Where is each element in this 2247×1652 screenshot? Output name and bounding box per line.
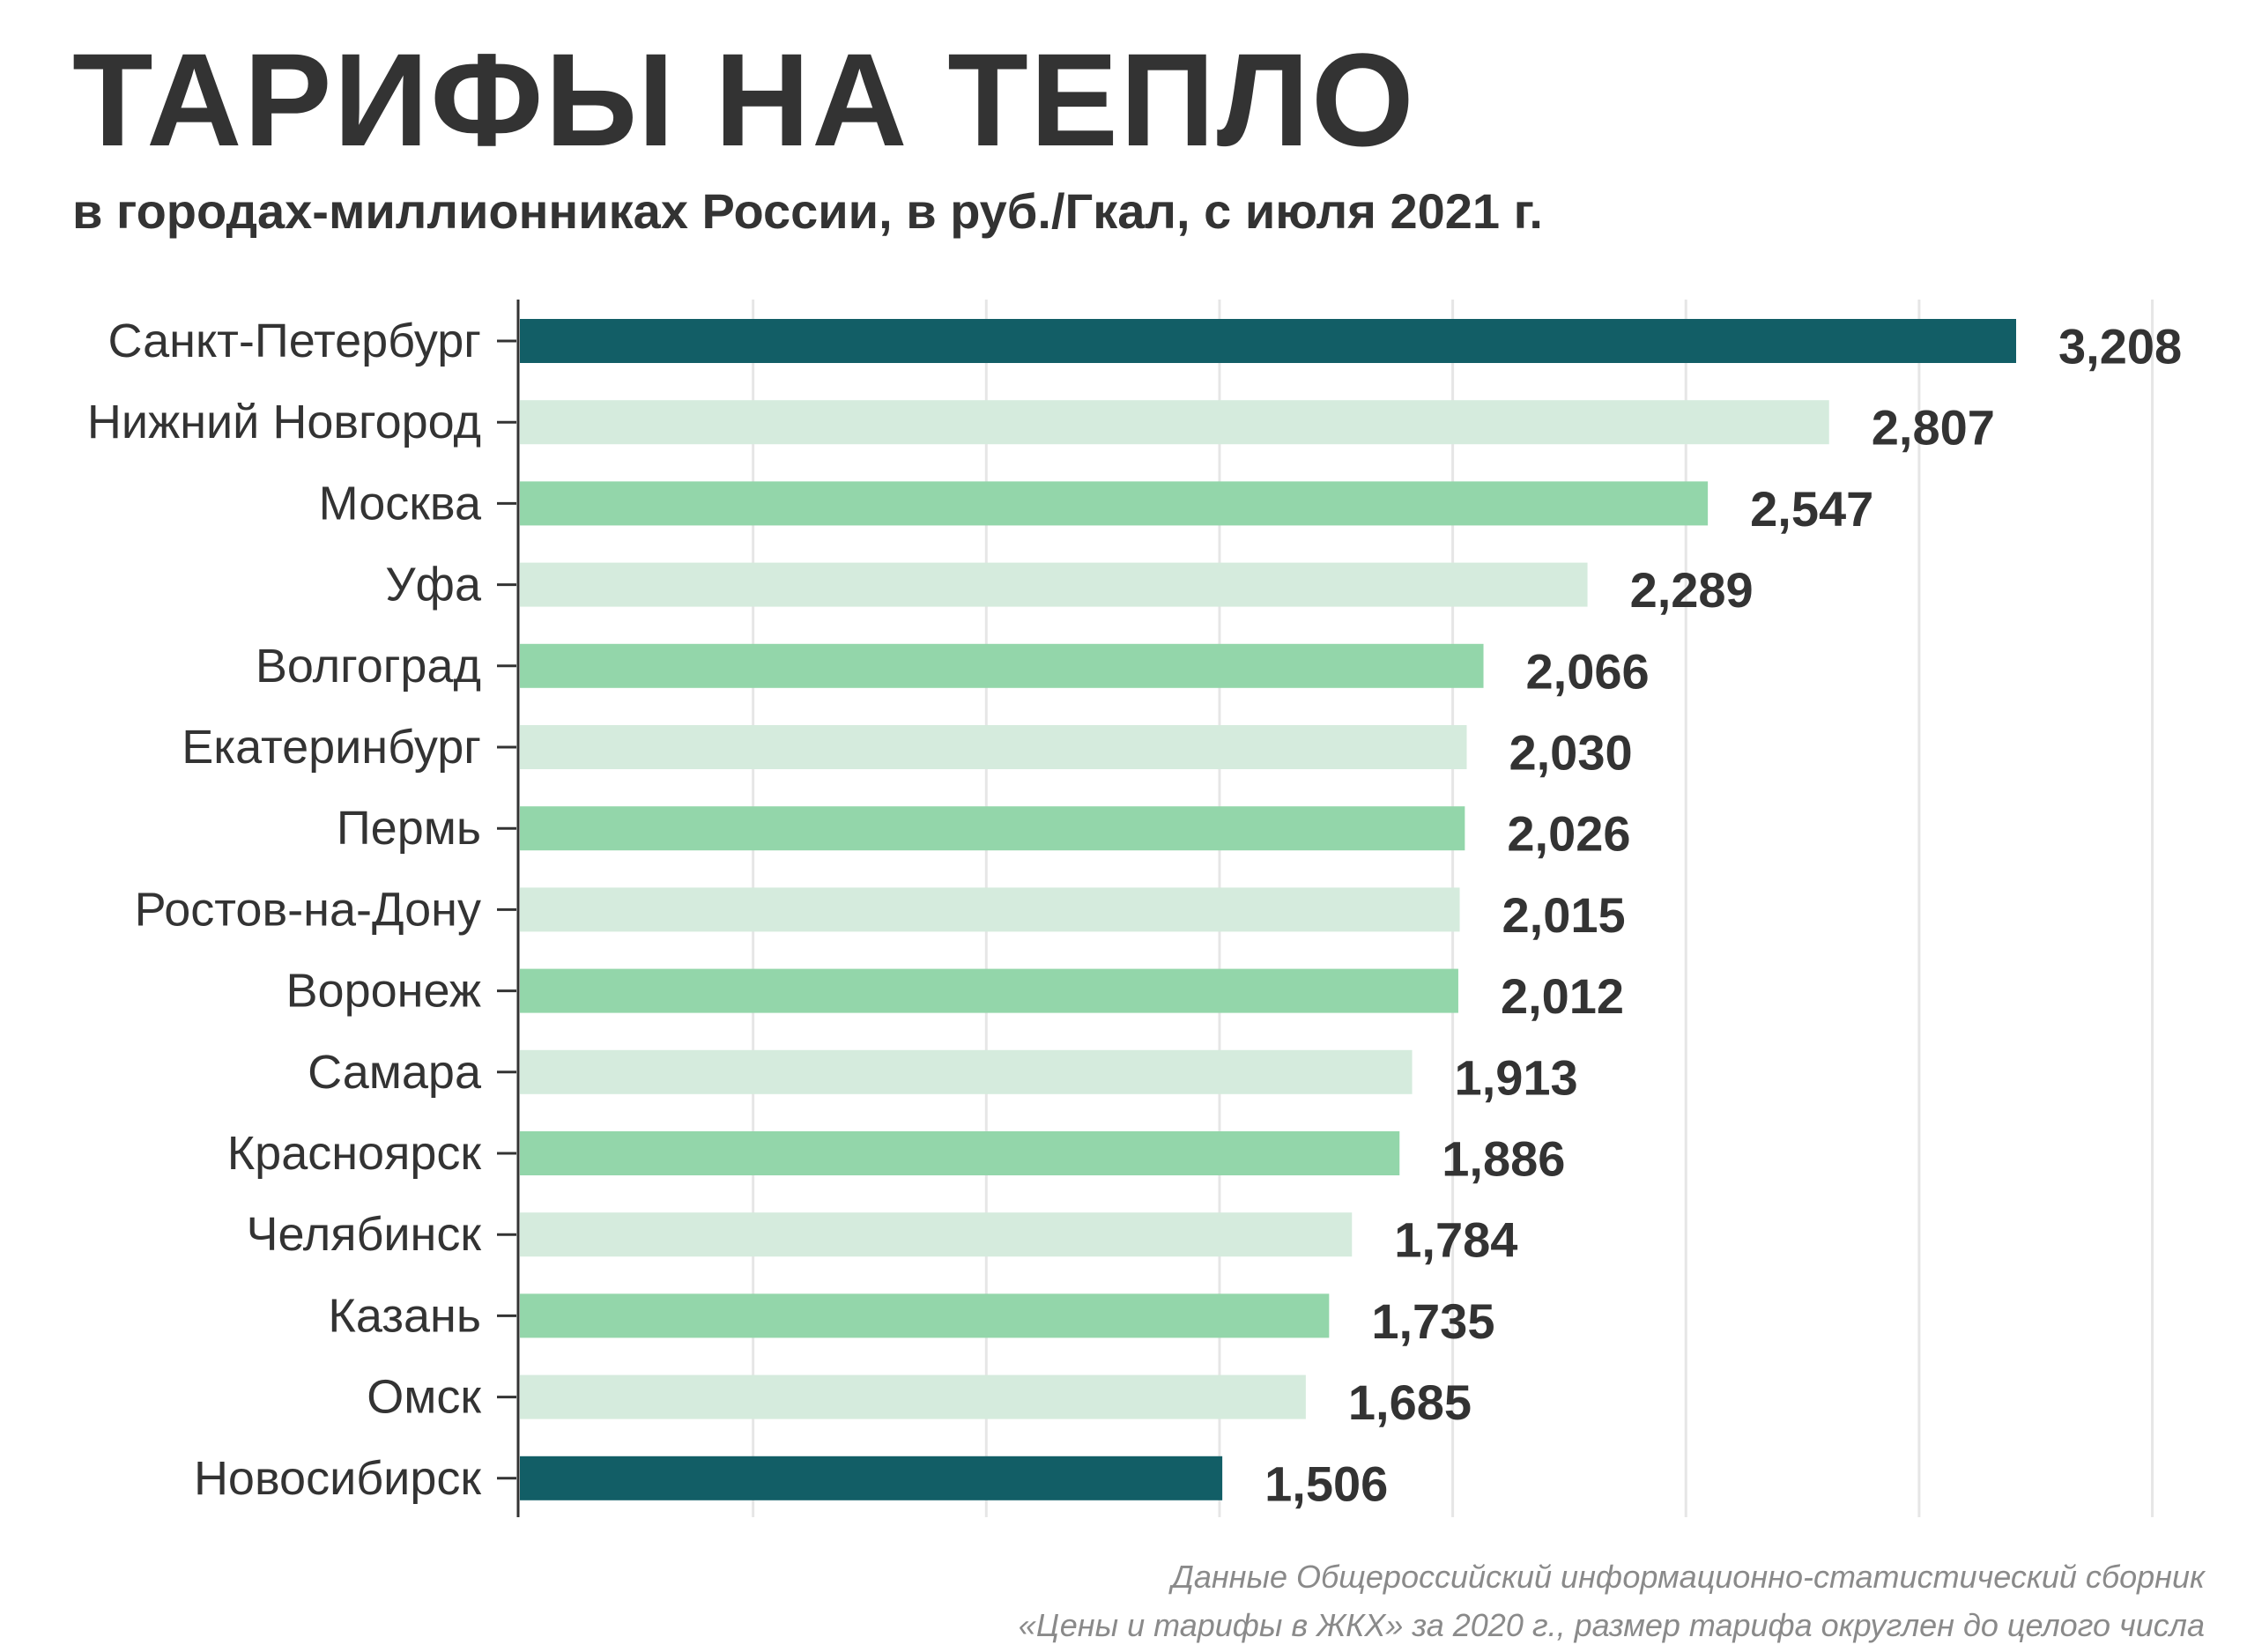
bar xyxy=(520,806,1465,851)
source-note-line-1: Данные Общероссийский информационно-стат… xyxy=(1171,1559,2206,1595)
bar xyxy=(520,1212,1353,1257)
value-label: 2,066 xyxy=(1526,643,1650,699)
bar xyxy=(520,1293,1330,1338)
value-label: 2,289 xyxy=(1630,562,1754,618)
category-label: Уфа xyxy=(385,559,482,611)
bar xyxy=(520,887,1460,932)
category-label: Казань xyxy=(328,1289,481,1342)
category-label: Самара xyxy=(308,1046,482,1099)
bar xyxy=(520,1456,1223,1500)
source-note: Данные Общероссийский информационно-стат… xyxy=(971,1552,2205,1649)
value-label: 2,015 xyxy=(1502,887,1626,943)
value-label: 2,030 xyxy=(1509,725,1632,781)
category-label: Челябинск xyxy=(246,1208,481,1261)
category-label: Москва xyxy=(319,477,482,530)
value-label: 3,208 xyxy=(2058,319,2182,374)
bar xyxy=(520,481,1709,526)
bar xyxy=(520,1049,1413,1094)
category-label: Нижний Новгород xyxy=(87,396,481,448)
value-label: 1,735 xyxy=(1371,1293,1494,1349)
page-subtitle: в городах-миллионниках России, в руб./Гк… xyxy=(72,183,1543,239)
bar xyxy=(520,725,1467,769)
category-label: Ростов-на-Дону xyxy=(135,883,481,936)
value-label: 1,913 xyxy=(1455,1049,1578,1105)
value-label: 2,012 xyxy=(1501,968,1624,1024)
value-label: 2,547 xyxy=(1750,481,1873,537)
bar xyxy=(520,968,1458,1013)
bar xyxy=(520,562,1588,607)
category-label: Санкт-Петербург xyxy=(108,315,481,367)
category-label: Омск xyxy=(367,1371,481,1424)
value-label: 1,784 xyxy=(1394,1212,1517,1268)
value-label: 1,506 xyxy=(1264,1456,1388,1511)
bar xyxy=(520,1131,1400,1175)
category-label: Воронеж xyxy=(286,965,481,1018)
value-label: 1,685 xyxy=(1348,1374,1472,1430)
bar xyxy=(520,319,2016,363)
category-label: Екатеринбург xyxy=(182,721,481,774)
bar xyxy=(520,1374,1306,1419)
category-label: Новосибирск xyxy=(194,1452,481,1505)
bar xyxy=(520,400,1829,445)
page-title: ТАРИФЫ НА ТЕПЛО xyxy=(72,26,1416,174)
value-label: 2,807 xyxy=(1872,400,1995,456)
value-label: 2,026 xyxy=(1507,806,1630,862)
bar-chart: Санкт-Петербург 3,208 Нижний Новгород 2,807… xyxy=(87,300,2182,1517)
value-label: 1,886 xyxy=(1442,1131,1565,1187)
category-label: Волгоград xyxy=(256,640,481,693)
category-label: Красноярск xyxy=(227,1127,482,1180)
category-label: Пермь xyxy=(337,802,481,855)
bar xyxy=(520,643,1484,688)
source-note-line-2: «Цены и тарифы в ЖКХ» за 2020 г., размер… xyxy=(1018,1607,2205,1643)
